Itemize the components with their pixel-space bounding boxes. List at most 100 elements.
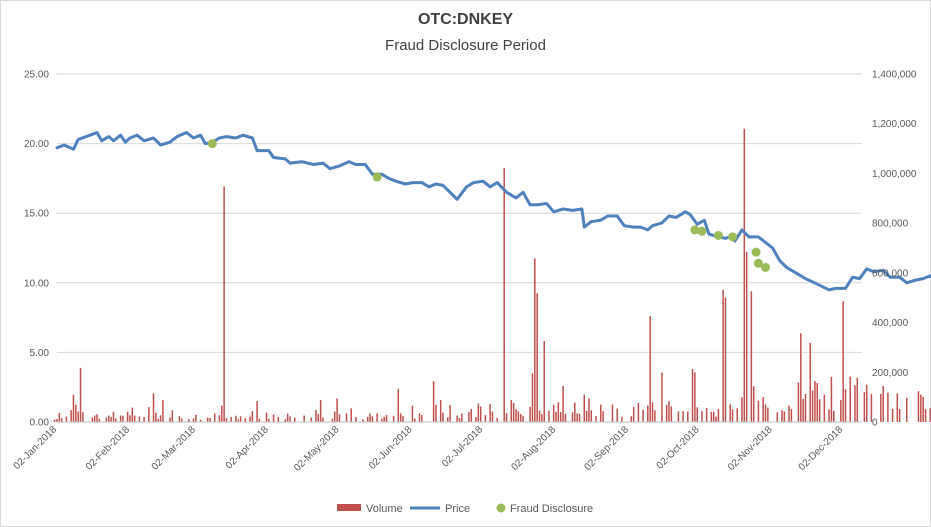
volume-bar bbox=[209, 418, 211, 422]
volume-bar bbox=[456, 415, 458, 422]
volume-bar bbox=[743, 128, 746, 422]
volume-bar bbox=[649, 315, 651, 422]
volume-bar bbox=[842, 301, 844, 422]
volume-bar bbox=[251, 411, 254, 422]
volume-bar bbox=[155, 412, 157, 422]
volume-bar bbox=[152, 393, 155, 422]
volume-bar bbox=[249, 416, 251, 422]
volume-bar bbox=[849, 376, 851, 422]
volume-bar bbox=[265, 412, 268, 422]
volume-bar bbox=[449, 405, 451, 422]
y-right-tick-label: 0 bbox=[872, 418, 878, 429]
y-right-tick-label: 400,000 bbox=[872, 318, 909, 329]
volume-bar bbox=[757, 400, 760, 422]
volume-bar bbox=[816, 382, 819, 422]
volume-bar bbox=[776, 412, 779, 422]
fraud-disclosure-point bbox=[372, 172, 382, 182]
volume-bar bbox=[887, 392, 889, 422]
x-tick-label: 02-Dec-2018 bbox=[797, 424, 846, 473]
volume-bar bbox=[131, 407, 134, 422]
volume-bar bbox=[489, 403, 491, 422]
volume-bar bbox=[781, 410, 783, 422]
volume-bar bbox=[724, 297, 727, 422]
volume-bar bbox=[574, 402, 576, 422]
volume-bar bbox=[705, 407, 708, 422]
volume-bar bbox=[783, 411, 786, 422]
fraud-disclosure-point bbox=[713, 230, 723, 240]
volume-bar bbox=[458, 418, 461, 422]
volume-bar bbox=[677, 411, 680, 422]
x-tick-label: 02-Jun-2018 bbox=[367, 424, 415, 472]
volume-bar bbox=[555, 411, 557, 422]
legend-label-fraud-disclosure: Fraud Disclosure bbox=[510, 503, 593, 515]
volume-bar bbox=[439, 400, 442, 422]
volume-bar bbox=[58, 413, 61, 422]
volume-bar bbox=[470, 408, 473, 422]
volume-bar bbox=[79, 367, 82, 422]
volume-bar bbox=[694, 372, 696, 422]
volume-bar bbox=[621, 416, 623, 422]
y-left-tick-label: 5.00 bbox=[30, 348, 50, 359]
volume-bar bbox=[840, 400, 842, 422]
volume-bar bbox=[512, 402, 515, 422]
volume-bar bbox=[583, 394, 586, 422]
volume-bar bbox=[731, 409, 734, 422]
volume-bar bbox=[169, 417, 171, 422]
volume-bar bbox=[82, 412, 84, 422]
volume-bar bbox=[670, 406, 673, 422]
volume-bar bbox=[392, 415, 395, 422]
volume-bar bbox=[475, 417, 477, 422]
volume-bar bbox=[616, 408, 618, 422]
volume-bar bbox=[446, 417, 449, 422]
volume-bar bbox=[355, 416, 357, 422]
fraud-disclosure-point bbox=[207, 139, 217, 149]
volume-bar bbox=[468, 412, 470, 422]
volume-bar bbox=[333, 411, 336, 422]
volume-bar bbox=[863, 392, 866, 422]
fraud-disclosure-point bbox=[690, 225, 700, 235]
legend-label-price: Price bbox=[445, 503, 470, 515]
volume-bar bbox=[336, 398, 338, 422]
volume-bar bbox=[590, 410, 593, 422]
volume-bar bbox=[637, 402, 640, 422]
volume-bar bbox=[588, 398, 590, 422]
volume-bar bbox=[800, 333, 802, 422]
legend-swatch-fraud-disclosure bbox=[496, 503, 506, 513]
x-tick-label: 02-Mar-2018 bbox=[150, 424, 199, 473]
volume-bar bbox=[338, 414, 341, 422]
legend: Volume Price Fraud Disclosure bbox=[337, 503, 593, 515]
volume-bar bbox=[317, 413, 320, 422]
volume-bar bbox=[159, 415, 162, 422]
volume-bar bbox=[599, 404, 602, 422]
volume-bar bbox=[192, 418, 195, 422]
volume-bar bbox=[602, 411, 604, 422]
volume-bar bbox=[729, 404, 731, 422]
volume-bar bbox=[818, 399, 821, 422]
volume-bar bbox=[687, 411, 689, 422]
volume-bar bbox=[665, 404, 668, 422]
volume-bar bbox=[122, 415, 124, 422]
x-tick-label: 02-Sep-2018 bbox=[582, 424, 631, 473]
volume-bar bbox=[350, 408, 352, 422]
volume-bar bbox=[880, 393, 882, 422]
volume-bar bbox=[143, 417, 145, 422]
volume-bar bbox=[286, 413, 289, 422]
volume-bar bbox=[519, 414, 522, 422]
volume-bar bbox=[905, 397, 908, 422]
volume-bar bbox=[77, 411, 79, 422]
volume-bar bbox=[115, 418, 117, 422]
volume-bar bbox=[399, 413, 402, 422]
volume-bar bbox=[922, 396, 924, 422]
fraud-disclosure-point bbox=[760, 262, 770, 272]
volume-bar bbox=[53, 419, 56, 422]
volume-bar bbox=[529, 406, 531, 422]
volume-bar bbox=[108, 415, 110, 422]
volume-bar bbox=[696, 407, 698, 422]
price-line-path bbox=[55, 131, 931, 292]
y-right-tick-label: 1,400,000 bbox=[872, 70, 917, 81]
volume-bar bbox=[870, 393, 873, 422]
volume-bar bbox=[75, 404, 77, 422]
volume-bar bbox=[221, 405, 223, 422]
volume-bar bbox=[376, 413, 378, 422]
